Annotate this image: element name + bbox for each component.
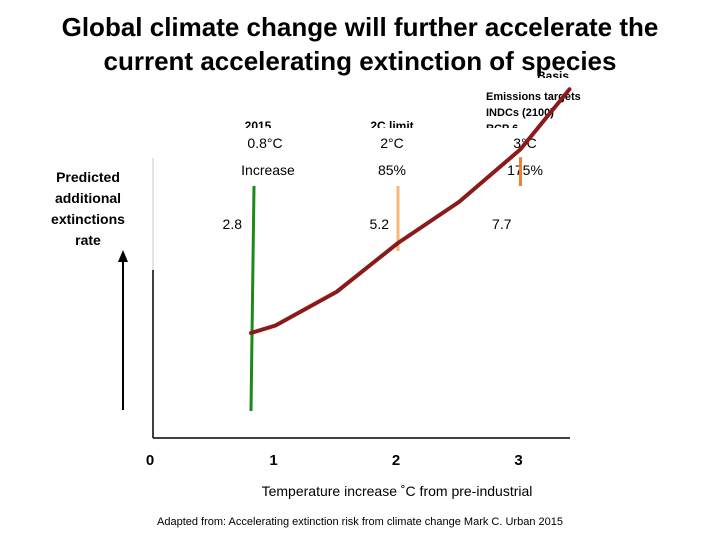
- rate-label: 5.2: [370, 216, 390, 232]
- temperature-label: 2°C: [380, 135, 404, 151]
- emissions-target-line: INDCs (2100): [486, 107, 554, 119]
- emissions-target-line: Emissions targets: [486, 91, 581, 103]
- increase-label: 85%: [378, 162, 406, 178]
- rate-label: 2.8: [223, 216, 243, 232]
- rate-label: 7.7: [492, 216, 512, 232]
- increase-label: 175%: [507, 162, 543, 178]
- ylabel-line: Predicted: [56, 169, 120, 185]
- increase-label: Increase: [241, 162, 295, 178]
- x-tick-label: 0: [146, 452, 154, 469]
- header-clip-band: [200, 128, 520, 136]
- temperature-label: 0.8°C: [247, 135, 282, 151]
- x-tick-label: 2: [392, 452, 400, 469]
- source-caption: Adapted from: Accelerating extinction ri…: [157, 516, 563, 528]
- x-tick-label: 3: [514, 452, 522, 469]
- title-line-2: current accelerating extinction of speci…: [103, 46, 617, 76]
- ylabel-line: rate: [75, 232, 101, 248]
- header-clip-band: [530, 78, 580, 86]
- ylabel-line: extinctions: [51, 211, 125, 227]
- x-tick-label: 1: [269, 452, 277, 469]
- title-line-1: Global climate change will further accel…: [61, 12, 659, 42]
- marker-line: [249, 185, 256, 412]
- x-axis-label: Temperature increase ˚C from pre-industr…: [262, 483, 533, 499]
- ylabel-line: additional: [55, 190, 121, 206]
- ylabel-arrow-head: [118, 250, 128, 262]
- slide-title: Global climate change will further accel…: [0, 10, 720, 78]
